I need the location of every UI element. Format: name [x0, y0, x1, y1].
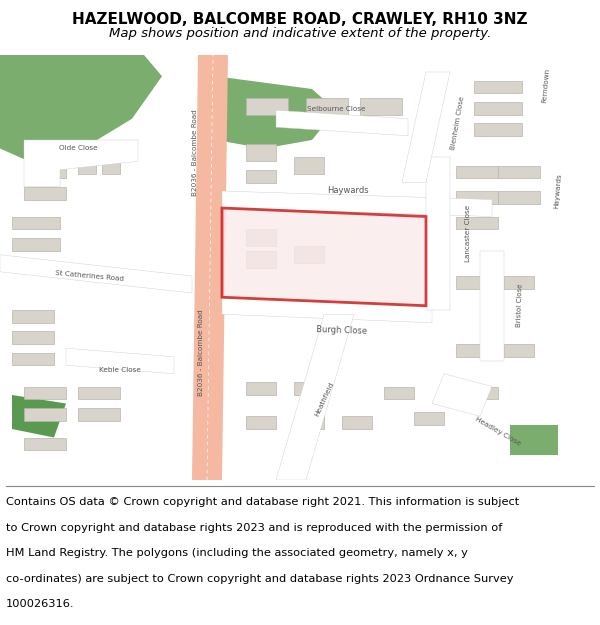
Bar — [456, 276, 498, 289]
Polygon shape — [426, 157, 450, 310]
Polygon shape — [24, 140, 138, 187]
Bar — [78, 386, 120, 399]
Text: co-ordinates) are subject to Crown copyright and database rights 2023 Ordnance S: co-ordinates) are subject to Crown copyr… — [6, 574, 514, 584]
Polygon shape — [432, 374, 492, 416]
Bar — [24, 187, 66, 199]
Polygon shape — [276, 110, 408, 136]
Bar — [12, 310, 54, 322]
Bar — [24, 408, 66, 421]
Polygon shape — [192, 55, 228, 480]
Text: Blenheim Close: Blenheim Close — [450, 96, 466, 150]
Polygon shape — [402, 72, 450, 182]
Bar — [24, 438, 66, 450]
Bar — [12, 216, 60, 229]
Bar — [342, 416, 372, 429]
Bar — [24, 144, 66, 157]
Bar — [498, 191, 540, 204]
Bar — [384, 386, 414, 399]
Polygon shape — [480, 251, 504, 361]
Text: HM Land Registry. The polygons (including the associated geometry, namely x, y: HM Land Registry. The polygons (includin… — [6, 548, 468, 558]
Bar — [456, 216, 498, 229]
Bar — [12, 331, 54, 344]
Bar — [474, 102, 522, 114]
Bar — [306, 98, 348, 114]
Text: Ferndown: Ferndown — [541, 68, 551, 103]
Text: 100026316.: 100026316. — [6, 599, 74, 609]
Text: Haywards: Haywards — [327, 186, 369, 195]
Bar — [246, 144, 276, 161]
Polygon shape — [222, 191, 492, 216]
Bar — [504, 276, 534, 289]
Bar — [474, 81, 522, 93]
Polygon shape — [222, 208, 426, 306]
Bar — [102, 152, 120, 174]
Polygon shape — [12, 395, 66, 438]
Bar — [12, 352, 54, 365]
Polygon shape — [510, 425, 558, 454]
Bar — [294, 416, 324, 429]
Bar — [498, 166, 540, 178]
Bar — [24, 386, 66, 399]
Polygon shape — [222, 298, 432, 322]
Bar — [504, 344, 534, 357]
Bar — [246, 382, 276, 395]
Polygon shape — [0, 255, 192, 293]
Text: Burgh Close: Burgh Close — [316, 325, 368, 336]
Text: HAZELWOOD, BALCOMBE ROAD, CRAWLEY, RH10 3NZ: HAZELWOOD, BALCOMBE ROAD, CRAWLEY, RH10 … — [72, 12, 528, 27]
Bar — [360, 98, 402, 114]
Text: B2036 - Balcombe Road: B2036 - Balcombe Road — [198, 309, 204, 396]
Text: Headley Close: Headley Close — [474, 416, 522, 447]
Text: to Crown copyright and database rights 2023 and is reproduced with the permissio: to Crown copyright and database rights 2… — [6, 522, 502, 532]
Polygon shape — [66, 348, 174, 374]
Text: Contains OS data © Crown copyright and database right 2021. This information is : Contains OS data © Crown copyright and d… — [6, 498, 519, 508]
Text: B2036 - Balcombe Road: B2036 - Balcombe Road — [192, 109, 198, 196]
Bar — [246, 98, 288, 114]
Bar — [414, 412, 444, 425]
Bar — [294, 246, 324, 263]
Bar — [246, 170, 276, 182]
Text: Keble Close: Keble Close — [99, 368, 141, 373]
Polygon shape — [276, 314, 354, 480]
Bar — [294, 157, 324, 174]
Bar — [474, 123, 522, 136]
Text: St Catherines Road: St Catherines Road — [55, 270, 125, 282]
Bar — [456, 386, 498, 399]
Polygon shape — [0, 55, 162, 170]
Bar — [456, 166, 498, 178]
Text: Haywards: Haywards — [553, 173, 563, 209]
Text: Selbourne Close: Selbourne Close — [307, 106, 365, 112]
Text: Bristol Close: Bristol Close — [516, 284, 524, 328]
Bar — [78, 408, 120, 421]
Polygon shape — [216, 76, 336, 149]
Bar — [78, 152, 96, 174]
Bar — [246, 416, 276, 429]
Text: Olde Close: Olde Close — [59, 146, 97, 151]
Bar — [24, 166, 66, 178]
Bar — [456, 191, 498, 204]
Bar — [12, 238, 60, 251]
Bar — [456, 344, 498, 357]
Text: Heathfield: Heathfield — [313, 381, 335, 418]
Text: Map shows position and indicative extent of the property.: Map shows position and indicative extent… — [109, 27, 491, 39]
Bar — [246, 229, 276, 246]
Bar — [294, 382, 324, 395]
Bar — [246, 251, 276, 268]
Text: Lancaster Close: Lancaster Close — [465, 205, 471, 262]
